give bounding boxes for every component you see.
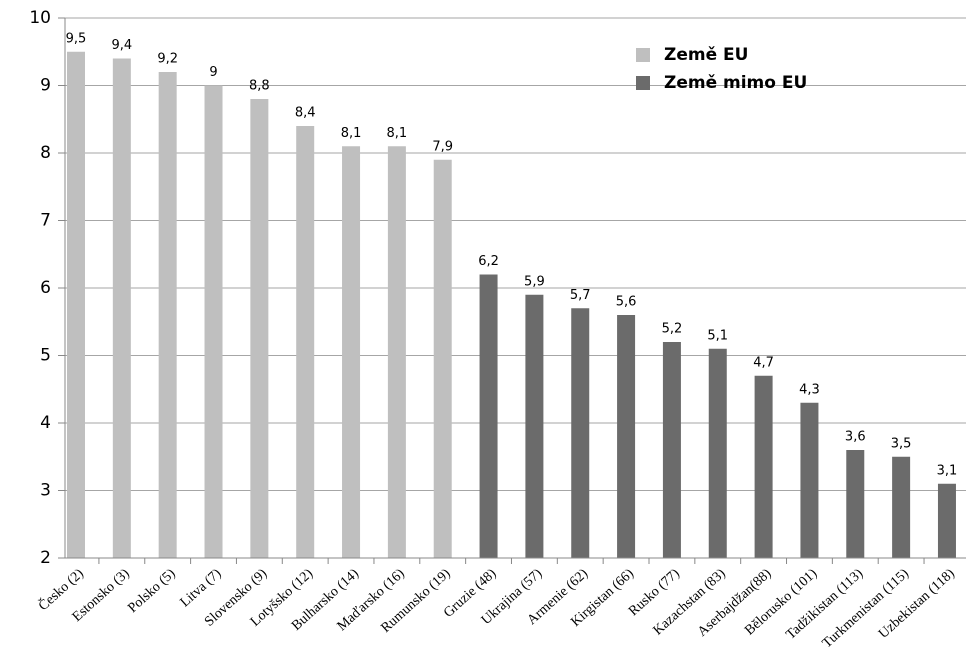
y-tick-label: 10 [29,8,51,28]
value-label: 5,6 [616,295,637,310]
legend-swatch [636,76,650,90]
x-tick-label: Polsko (5) [125,566,178,616]
value-label: 5,1 [707,328,728,343]
bar [571,308,590,558]
value-label: 9,4 [111,38,132,53]
value-label: 9 [209,65,217,80]
value-label: 9,5 [66,31,87,46]
value-label: 8,1 [387,126,408,141]
legend-label: Země EU [664,45,748,65]
value-label: 5,2 [662,322,683,337]
legend-label: Země mimo EU [664,73,807,93]
value-label: 8,8 [249,79,270,94]
bar [662,342,681,558]
bar [708,348,727,558]
bar [296,126,315,558]
legend-swatch [636,48,650,62]
bar [800,402,819,558]
y-tick-label: 3 [40,481,51,501]
value-label: 3,6 [845,430,866,445]
bar [67,51,85,558]
bar [433,159,452,558]
x-tick-label: Tadžikistan (113) [784,566,867,643]
y-tick-label: 2 [40,548,51,568]
bar [342,146,361,558]
bar [617,315,636,558]
bar [525,294,544,558]
y-tick-label: 9 [40,76,51,96]
y-tick-label: 7 [40,211,51,231]
x-tick-label: Turkmenistan (115) [820,566,912,651]
value-label: 3,1 [937,463,958,478]
value-label: 9,2 [157,52,178,67]
value-label: 8,4 [295,106,316,121]
value-label: 3,5 [891,436,912,451]
bar [479,274,498,558]
value-label: 4,7 [753,355,774,370]
value-label: 7,9 [432,139,453,154]
value-label: 5,7 [570,288,591,303]
bar [250,99,269,558]
value-label: 6,2 [478,254,499,269]
y-tick-label: 6 [40,278,51,298]
y-tick-label: 5 [40,346,51,366]
bar [204,85,223,558]
value-label: 4,3 [799,382,820,397]
bar [112,58,131,558]
bar [892,456,911,558]
y-tick-label: 8 [40,143,51,163]
bar [754,375,773,558]
bar [846,450,865,558]
bar [387,146,406,558]
bar [158,72,177,558]
value-label: 5,9 [524,274,545,289]
value-label: 8,1 [341,126,362,141]
bar [937,483,956,558]
y-tick-label: 4 [40,413,51,433]
